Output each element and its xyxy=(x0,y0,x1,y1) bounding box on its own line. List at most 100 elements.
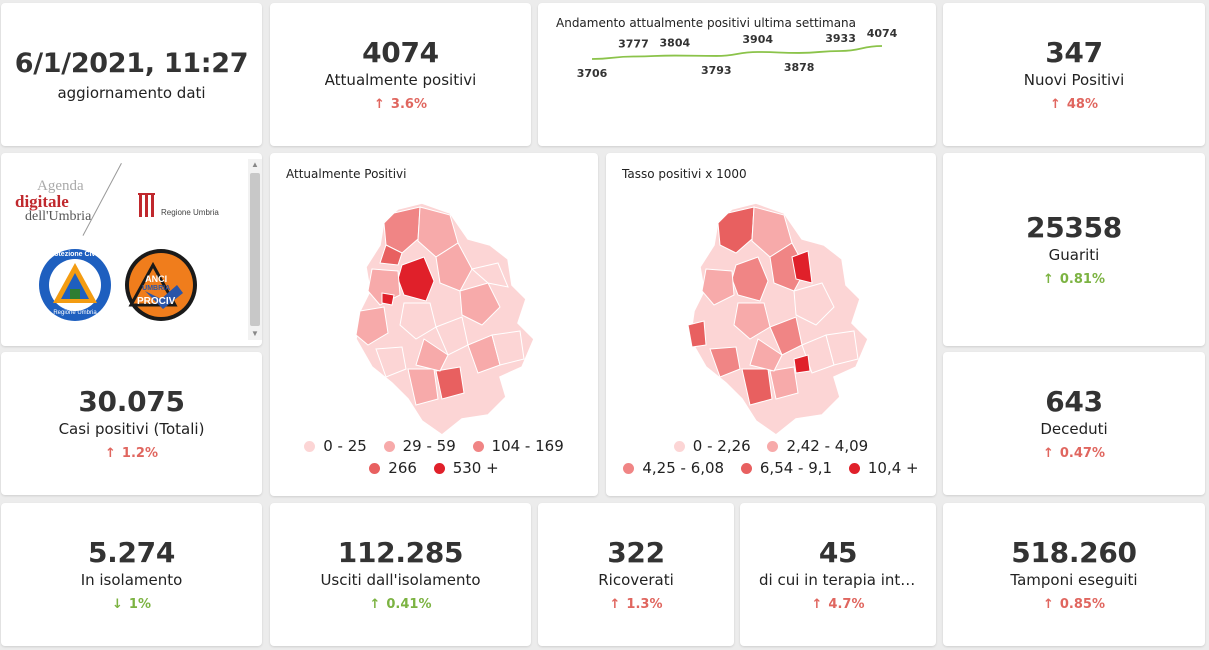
scroll-up-icon[interactable]: ▲ xyxy=(251,160,259,169)
legend-label: 6,54 - 9,1 xyxy=(759,459,833,477)
legend-item: 530 + xyxy=(433,457,499,479)
arrow-up-icon: ↑ xyxy=(1042,597,1054,612)
kpi-label: Deceduti xyxy=(1040,420,1108,438)
kpi-change-value: 1.3% xyxy=(626,597,663,612)
kpi-value: 4074 xyxy=(362,36,439,69)
legend-item: 0 - 2,26 xyxy=(673,435,751,457)
anci-text: ANCI UMBRIA PROCIV xyxy=(137,274,175,307)
kpi-change-value: 0.41% xyxy=(386,597,432,612)
kpi-label: Attualmente positivi xyxy=(324,71,477,89)
arrow-up-icon: ↑ xyxy=(105,446,116,461)
kpi-change-value: 48% xyxy=(1066,97,1099,112)
map-title: Attualmente Positivi xyxy=(286,167,407,181)
kpi-isolamento: 5.274 In isolamento ↓ 1% xyxy=(1,503,262,646)
kpi-nuovi-positivi: 347 Nuovi Positivi ↑ 48% xyxy=(943,3,1205,146)
legend-item: 4,25 - 6,08 xyxy=(623,457,724,479)
update-card: 6/1/2021, 11:27 aggiornamento dati xyxy=(1,3,262,146)
legend-item: 104 - 169 xyxy=(472,435,564,457)
arrow-up-icon: ↑ xyxy=(1042,272,1054,287)
arrow-up-icon: ↑ xyxy=(811,597,823,612)
arrow-up-icon: ↑ xyxy=(1049,97,1061,112)
kpi-deceduti: 643 Deceduti ↑ 0.47% xyxy=(943,352,1205,495)
legend-label: 530 + xyxy=(452,459,499,477)
kpi-change-value: 4.7% xyxy=(828,597,865,612)
anci-line3: PROCIV xyxy=(137,296,176,307)
sparkline-data-label: 3706 xyxy=(577,67,608,80)
legend-item: 29 - 59 xyxy=(383,435,456,457)
sparkline-data-label: 3878 xyxy=(784,61,815,74)
agenda-digitale-logo: Agenda digitale dell'Umbria xyxy=(15,178,115,225)
protezione-regione-text: Regione Umbria xyxy=(53,310,97,316)
logos-card[interactable]: Agenda digitale dell'Umbria Regione Umbr… xyxy=(1,153,262,346)
regione-umbria-emblem-icon xyxy=(138,193,155,217)
kpi-label: di cui in terapia intensiva xyxy=(759,571,917,589)
map-legend: 0 - 2,26 2,42 - 4,09 4,25 - 6,08 6,54 - … xyxy=(606,435,936,479)
kpi-change: ↑ 0.81% xyxy=(1043,272,1105,287)
scroll-thumb[interactable] xyxy=(250,173,260,326)
kpi-change-value: 3.6% xyxy=(390,97,427,112)
legend-label: 29 - 59 xyxy=(402,437,456,455)
kpi-casi-totali: 30.075 Casi positivi (Totali) ↑ 1.2% xyxy=(1,352,262,495)
arrow-up-icon: ↑ xyxy=(609,597,621,612)
sparkline-data-label: 3904 xyxy=(742,33,773,46)
kpi-change: ↑ 1.2% xyxy=(105,446,158,461)
kpi-change-value: 0.47% xyxy=(1059,446,1105,461)
trend-chart-title: Andamento attualmente positivi ultima se… xyxy=(556,16,857,30)
kpi-value: 347 xyxy=(1045,36,1103,69)
kpi-change-value: 1% xyxy=(128,597,151,612)
arrow-up-icon: ↑ xyxy=(1042,446,1054,461)
kpi-change: ↓ 1% xyxy=(112,597,151,612)
sparkline-data-label: 3793 xyxy=(701,64,732,77)
umbria-map-tasso xyxy=(687,202,869,436)
map-legend: 0 - 25 29 - 59 104 - 169 266 530 + xyxy=(270,435,598,479)
kpi-change-value: 0.81% xyxy=(1059,272,1105,287)
kpi-label: Guariti xyxy=(1048,246,1100,264)
kpi-value: 518.260 xyxy=(1011,536,1137,569)
kpi-label: Ricoverati xyxy=(598,571,674,589)
legend-item: 10,4 + xyxy=(848,457,919,479)
anci-line1: ANCI xyxy=(145,274,168,284)
kpi-guariti: 25358 Guariti ↑ 0.81% xyxy=(943,153,1205,346)
legend-label: 266 xyxy=(388,459,417,477)
kpi-value: 45 xyxy=(818,536,858,569)
sparkline-data-label: 3933 xyxy=(825,32,856,45)
kpi-change: ↑ 0.85% xyxy=(1043,597,1105,612)
legend-label: 4,25 - 6,08 xyxy=(642,459,725,477)
legend-label: 10,4 + xyxy=(867,459,919,477)
trend-chart-card: Andamento attualmente positivi ultima se… xyxy=(538,3,936,146)
kpi-attualmente-positivi: 4074 Attualmente positivi ↑ 3.6% xyxy=(270,3,531,146)
kpi-change: ↑ 1.3% xyxy=(610,597,663,612)
sparkline-path xyxy=(591,45,883,60)
kpi-value: 112.285 xyxy=(337,536,464,569)
scroll-down-icon[interactable]: ▼ xyxy=(251,329,259,338)
kpi-value: 25358 xyxy=(1026,211,1122,244)
legend-label: 0 - 25 xyxy=(323,437,367,455)
arrow-up-icon: ↑ xyxy=(369,597,381,612)
legend-label: 2,42 - 4,09 xyxy=(786,437,869,455)
legend-item: 0 - 25 xyxy=(304,435,367,457)
update-datetime: 6/1/2021, 11:27 xyxy=(14,47,249,79)
agenda-line2: digitale xyxy=(15,192,69,211)
kpi-change: ↑ 48% xyxy=(1050,97,1098,112)
kpi-value: 643 xyxy=(1045,385,1103,418)
kpi-change-value: 0.85% xyxy=(1059,597,1105,612)
sparkline-data-label: 3804 xyxy=(660,37,691,50)
regione-umbria-text: Regione Umbria xyxy=(161,208,219,217)
legend-label: 104 - 169 xyxy=(491,437,564,455)
kpi-label: Usciti dall'isolamento xyxy=(320,571,481,589)
kpi-change: ↑ 0.47% xyxy=(1043,446,1105,461)
kpi-tamponi: 518.260 Tamponi eseguiti ↑ 0.85% xyxy=(943,503,1205,646)
agenda-line1: Agenda xyxy=(37,178,84,194)
kpi-ricoverati: 322 Ricoverati ↑ 1.3% xyxy=(538,503,734,646)
kpi-label: Casi positivi (Totali) xyxy=(58,420,205,438)
kpi-label: Tamponi eseguiti xyxy=(1010,571,1138,589)
trend-sparkline: 3706 3777 3804 3793 3904 3878 3933 4074 xyxy=(577,27,898,80)
sparkline-data-label: 4074 xyxy=(867,27,898,40)
arrow-down-icon: ↓ xyxy=(112,597,123,612)
map-tasso-positivi-card: Tasso positivi x 1000 0 - 2,26 2,42 - 4,… xyxy=(606,153,936,496)
umbria-map-positivi xyxy=(355,202,535,436)
kpi-label: Nuovi Positivi xyxy=(1023,71,1125,89)
protezione-civile-text: Protezione Civile xyxy=(46,251,104,258)
logos-scrollbar[interactable]: ▲ ▼ xyxy=(248,159,262,340)
kpi-change: ↑ 3.6% xyxy=(374,97,427,112)
